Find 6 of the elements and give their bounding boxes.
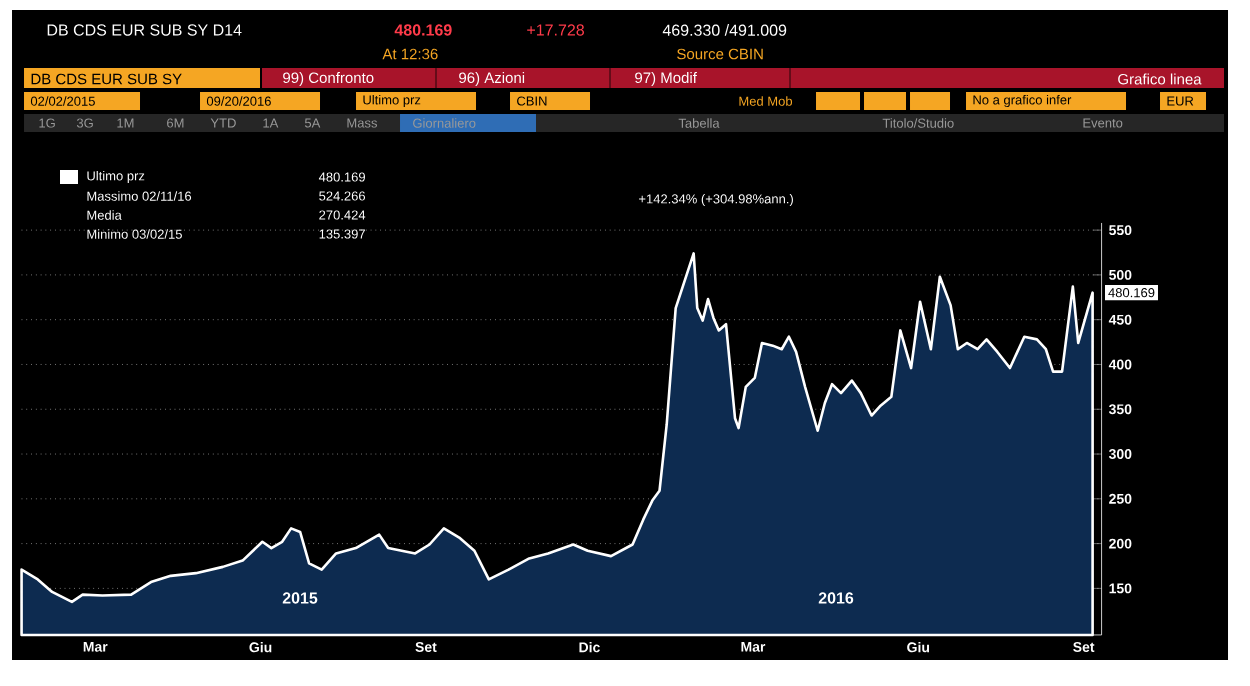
text: 480.169	[394, 24, 452, 36]
text: 469.330 /491.009	[662, 24, 787, 36]
chart-title: DB CDS EUR SUB SY D14	[47, 24, 242, 36]
annotation: 2015	[282, 592, 318, 604]
text: +17.728	[527, 24, 584, 36]
annotation: 2016	[818, 592, 854, 604]
